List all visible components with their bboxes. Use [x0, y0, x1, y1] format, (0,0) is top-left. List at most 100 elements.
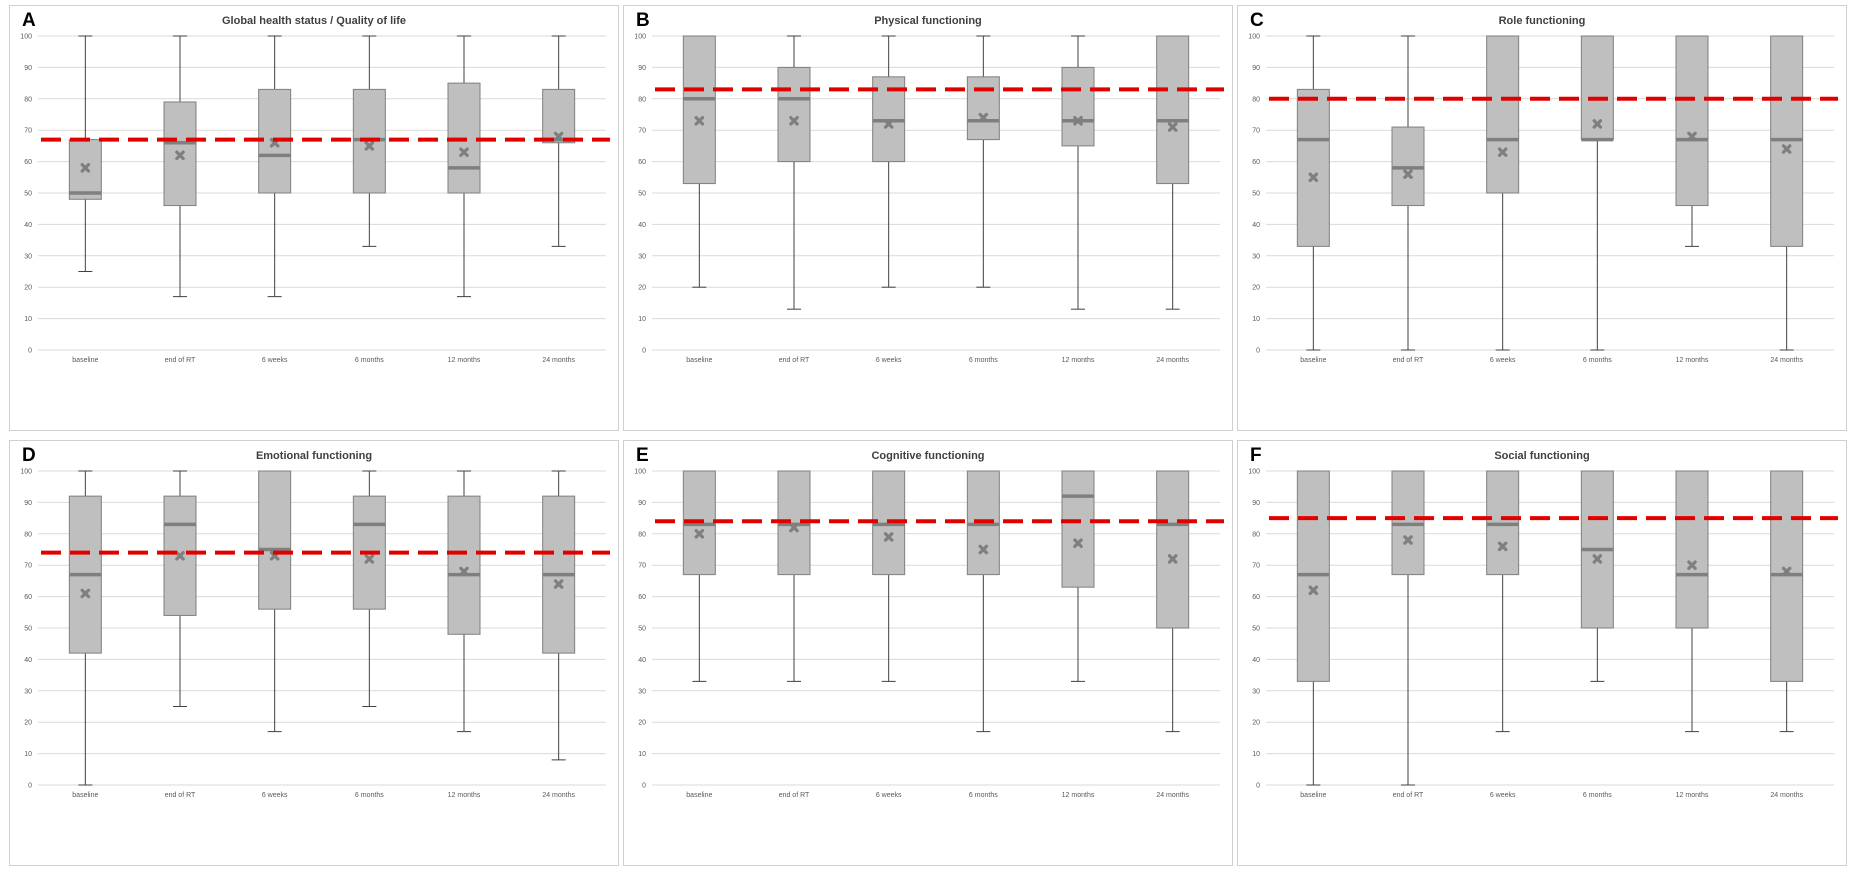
y-tick-label: 50: [638, 191, 646, 198]
x-tick-label: end of RT: [165, 792, 196, 799]
panel-title: Social functioning: [1494, 450, 1590, 462]
x-tick-label: 24 months: [542, 792, 575, 799]
mean-marker: [1167, 122, 1178, 132]
x-tick-label: 24 months: [1770, 792, 1803, 799]
x-tick-label: end of RT: [779, 792, 810, 799]
y-tick-label: 40: [24, 657, 32, 664]
mean-marker: [883, 119, 894, 129]
y-tick-label: 30: [1252, 253, 1260, 260]
y-tick-label: 40: [638, 657, 646, 664]
y-tick-label: 10: [24, 316, 32, 323]
x-tick-label: 6 months: [355, 792, 384, 799]
y-tick-label: 30: [24, 688, 32, 695]
x-tick-label: end of RT: [1393, 792, 1424, 799]
x-tick-label: 12 months: [1062, 792, 1095, 799]
y-tick-label: 90: [1252, 65, 1260, 72]
y-tick-label: 0: [1256, 783, 1260, 790]
boxplot-svg: 0 10 20 30 40 50 60 70 80 90 100 baseline end of RT 6…: [634, 469, 1224, 799]
y-tick-label: 100: [1248, 34, 1260, 41]
chart-panel-f: F Social functioning 0 10 20 30 40 50 60 70 80 90…: [1237, 440, 1847, 866]
y-tick-label: 80: [638, 96, 646, 103]
iqr-box: [1675, 470, 1709, 629]
x-tick-label: 6 weeks: [262, 357, 288, 364]
y-tick-label: 70: [638, 563, 646, 570]
mean-marker: [1497, 147, 1508, 157]
y-tick-label: 50: [638, 626, 646, 633]
iqr-box: [1061, 66, 1095, 147]
x-tick-label: baseline: [686, 357, 712, 364]
x-tick-label: 6 weeks: [1490, 792, 1516, 799]
y-tick-label: 90: [638, 65, 646, 72]
x-tick-label: end of RT: [1393, 357, 1424, 364]
y-tick-label: 10: [1252, 316, 1260, 323]
y-tick-label: 40: [638, 222, 646, 229]
panel-letter: C: [1250, 10, 1264, 31]
iqr-box: [682, 35, 716, 185]
mean-marker: [1687, 131, 1697, 142]
x-tick-label: baseline: [686, 792, 712, 799]
y-tick-label: 80: [24, 531, 32, 538]
y-tick-label: 10: [638, 751, 646, 758]
panel-title: Cognitive functioning: [871, 450, 985, 462]
y-tick-label: 70: [24, 128, 32, 135]
x-tick-label: 6 weeks: [876, 357, 902, 364]
y-tick-label: 70: [1252, 128, 1260, 135]
mean-marker: [694, 115, 705, 126]
mean-marker: [789, 522, 799, 533]
panel-letter: D: [22, 445, 36, 466]
y-tick-label: 60: [1252, 159, 1260, 166]
mean-marker: [789, 115, 799, 126]
boxplot-svg: 0 10 20 30 40 50 60 70 80 90 100 baseline end of RT 6…: [20, 469, 610, 799]
y-tick-label: 90: [638, 500, 646, 507]
x-tick-label: 6 weeks: [262, 792, 288, 799]
y-tick-label: 20: [24, 720, 32, 727]
y-tick-label: 50: [24, 191, 32, 198]
y-tick-label: 100: [20, 469, 32, 476]
y-tick-label: 100: [634, 469, 646, 476]
mean-marker: [553, 579, 564, 589]
chart-panel-a: A Global health status / Quality of life…: [9, 5, 619, 431]
mean-marker: [175, 550, 185, 561]
y-tick-label: 80: [24, 96, 32, 103]
iqr-box: [542, 88, 576, 144]
y-tick-label: 20: [638, 720, 646, 727]
mean-marker: [1403, 535, 1413, 545]
x-tick-label: baseline: [72, 792, 98, 799]
mean-marker: [978, 112, 989, 123]
y-tick-label: 60: [638, 594, 646, 601]
x-tick-label: 24 months: [1770, 357, 1803, 364]
iqr-box: [447, 495, 481, 635]
panel-title: Physical functioning: [874, 15, 982, 27]
chart-panel-c: C Role functioning 0 10 20 30 40 50 60 70 80 90 10…: [1237, 5, 1847, 431]
mean-marker: [1403, 169, 1413, 179]
y-tick-label: 0: [28, 348, 32, 355]
y-tick-label: 40: [1252, 657, 1260, 664]
y-tick-label: 20: [24, 285, 32, 292]
mean-marker: [1497, 541, 1508, 552]
y-tick-label: 10: [638, 316, 646, 323]
y-tick-label: 30: [24, 253, 32, 260]
y-tick-label: 10: [24, 751, 32, 758]
x-tick-label: 12 months: [448, 792, 481, 799]
y-tick-label: 70: [1252, 563, 1260, 570]
iqr-box: [1156, 35, 1190, 185]
y-tick-label: 40: [1252, 222, 1260, 229]
mean-marker: [364, 141, 375, 151]
x-tick-label: 12 months: [1676, 357, 1709, 364]
y-tick-label: 70: [24, 563, 32, 570]
iqr-box: [777, 66, 811, 163]
mean-marker: [1687, 560, 1697, 571]
mean-marker: [459, 566, 469, 577]
y-tick-label: 80: [1252, 96, 1260, 103]
y-tick-label: 50: [1252, 626, 1260, 633]
y-tick-label: 30: [1252, 688, 1260, 695]
iqr-box: [966, 76, 1000, 141]
chart-panel-e: E Cognitive functioning 0 10 20 30 40 50 60 70 8…: [623, 440, 1233, 866]
x-tick-label: 6 months: [355, 357, 384, 364]
x-tick-label: 6 weeks: [1490, 357, 1516, 364]
mean-marker: [1781, 144, 1792, 154]
x-tick-label: 24 months: [542, 357, 575, 364]
mean-marker: [553, 131, 564, 142]
y-tick-label: 100: [634, 34, 646, 41]
boxplot-svg: 0 10 20 30 40 50 60 70 80 90 100 baseline end of RT 6…: [1248, 34, 1838, 364]
